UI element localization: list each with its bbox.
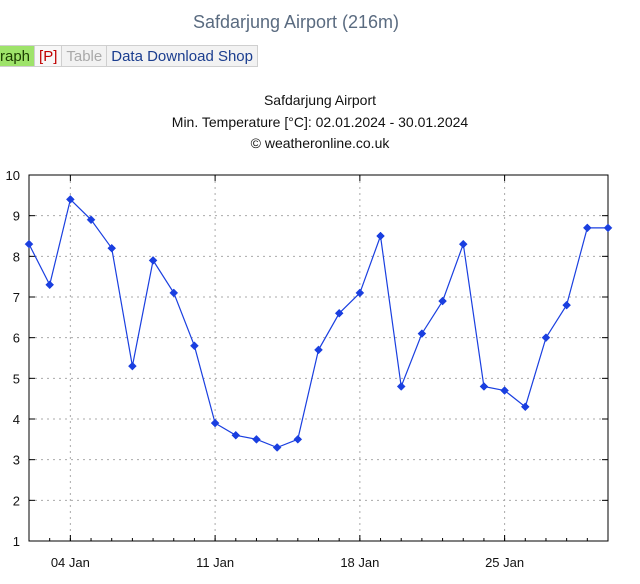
chart-title: Safdarjung Airport [263, 92, 377, 108]
axes [28, 174, 609, 542]
data-point-marker [500, 386, 509, 395]
data-point-marker [376, 231, 385, 241]
y-tick-label: 2 [13, 493, 20, 508]
data-point-marker [148, 256, 158, 265]
x-tick-label: 18 Jan [340, 555, 379, 570]
plot-frame [28, 174, 609, 542]
data-point-marker [355, 288, 365, 298]
data-point-marker [272, 443, 282, 452]
chart-credit: © weatheronline.co.uk [250, 135, 390, 151]
tab-table[interactable]: Table [62, 45, 108, 67]
x-tick-label: 25 Jan [485, 555, 524, 570]
data-point-marker [314, 345, 323, 355]
data-point-marker [396, 382, 406, 391]
data-point-marker [86, 215, 96, 225]
data-point-marker [45, 280, 55, 290]
x-tick-labels: 04 Jan 11 Jan 18 Jan 25 Jan [51, 555, 524, 570]
data-point-marker [582, 223, 592, 233]
site-title: Safdarjung Airport (216m) [192, 12, 400, 32]
data-point-marker [293, 434, 303, 444]
tab-graph[interactable]: raph [0, 45, 36, 67]
data-point-marker [190, 341, 199, 351]
grid [29, 175, 608, 541]
tab-data-download-shop[interactable]: Data Download Shop [107, 45, 258, 67]
data-point-marker [479, 382, 489, 391]
tab-print[interactable]: [P] [35, 45, 63, 67]
data-point-marker [210, 418, 220, 428]
y-tick-label: 1 [13, 534, 20, 549]
data-point-marker [252, 434, 261, 444]
data-point-marker [334, 308, 344, 318]
data-point-marker [24, 239, 34, 249]
y-tick-label: 9 [13, 209, 20, 224]
data-point-marker [169, 288, 179, 298]
view-tabs: raph [P] Table Data Download Shop [0, 45, 258, 67]
data-point-marker [66, 195, 75, 204]
data-point-marker [107, 243, 117, 253]
data-point-marker [417, 329, 427, 338]
y-tick-label: 7 [13, 290, 20, 305]
data-point-marker [603, 223, 613, 233]
y-tick-label: 10 [6, 168, 20, 183]
y-tick-label: 5 [13, 371, 20, 386]
series-line [28, 198, 608, 449]
data-point-marker [520, 402, 530, 412]
data-point-marker [438, 296, 447, 306]
y-tick-label: 8 [13, 249, 20, 264]
x-tick-label: 04 Jan [51, 555, 90, 570]
y-tick-labels: 1 2 3 4 5 6 7 8 9 10 [6, 168, 20, 549]
chart-subtitle: Min. Temperature [°C]: 02.01.2024 - 30.0… [171, 114, 469, 130]
data-point-marker [541, 333, 551, 343]
y-tick-label: 3 [13, 453, 20, 468]
data-point-marker [231, 430, 241, 440]
data-point-marker [458, 239, 468, 249]
y-tick-label: 6 [13, 331, 20, 346]
x-tick-label: 11 Jan [196, 555, 234, 570]
data-points [24, 195, 613, 452]
data-point-marker [128, 361, 137, 371]
y-tick-label: 4 [13, 412, 20, 427]
data-point-marker [562, 300, 571, 310]
